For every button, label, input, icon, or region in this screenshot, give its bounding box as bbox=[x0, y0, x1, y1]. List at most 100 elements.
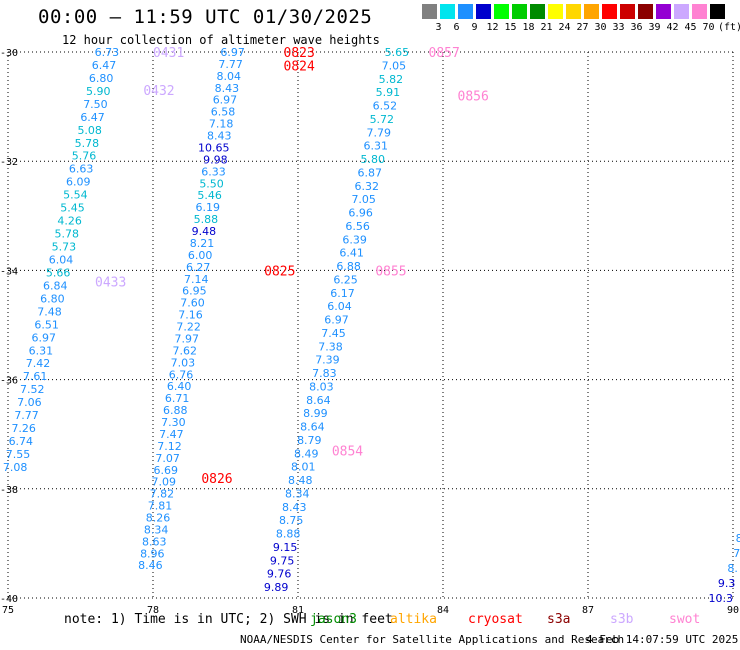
wave-height-point: 6.31 bbox=[29, 344, 54, 357]
wave-height-point: 6.39 bbox=[342, 233, 367, 246]
legend-swatch bbox=[512, 4, 527, 19]
legend-swatch bbox=[584, 4, 599, 19]
x-tick-label: 75 bbox=[2, 605, 14, 616]
wave-height-point: 7.47 bbox=[159, 428, 184, 441]
wave-height-point: 9.98 bbox=[203, 153, 228, 166]
wave-height-point: 6.40 bbox=[167, 380, 192, 393]
footer-timestamp: 4 Feb 14:07:59 UTC 2025 bbox=[586, 633, 739, 646]
legend-swatch-label: 3 bbox=[435, 22, 442, 33]
legend-swatch-label: 27 bbox=[576, 22, 589, 33]
wave-height-point: 7.03 bbox=[171, 356, 196, 369]
wave-height-point: 7.82 bbox=[150, 488, 175, 501]
pass-time-label: 0431 bbox=[153, 46, 184, 61]
wave-height-point: 6.17 bbox=[330, 287, 355, 300]
y-tick-label: -32 bbox=[0, 157, 18, 168]
y-tick-label: -38 bbox=[0, 485, 18, 496]
pass-time-label: 0856 bbox=[458, 90, 489, 105]
wave-height-point: 7.06 bbox=[17, 396, 42, 409]
wave-height-point: 9.75 bbox=[270, 554, 295, 567]
wave-height-point: 6.97 bbox=[220, 46, 245, 59]
wave-height-point: 7.12 bbox=[157, 440, 182, 453]
wave-height-point: 8.64 bbox=[300, 421, 325, 434]
wave-height-point: 8.01 bbox=[291, 461, 316, 474]
wave-height-point: 9.89 bbox=[264, 581, 289, 594]
wave-height-point: 6.33 bbox=[201, 165, 226, 178]
wave-height-point: 8.88 bbox=[276, 528, 301, 541]
legend-swatch-label: 36 bbox=[630, 22, 643, 33]
wave-height-point: 6.80 bbox=[89, 72, 114, 85]
wave-height-point: 4.26 bbox=[57, 215, 82, 228]
wave-height-point: 6.88 bbox=[163, 404, 188, 417]
pass-time-label: 0825 bbox=[264, 264, 295, 279]
wave-height-point: 7.14 bbox=[184, 273, 209, 286]
wave-height-point: 5.80 bbox=[361, 153, 386, 166]
wave-height-point: 6.97 bbox=[324, 314, 349, 327]
wave-height-point: 8.46 bbox=[138, 559, 163, 572]
wave-height-point: 6.41 bbox=[339, 247, 364, 260]
wave-height-point: 6.69 bbox=[153, 464, 178, 477]
legend-swatch-label: 24 bbox=[558, 22, 571, 33]
wave-height-point: 6.95 bbox=[182, 285, 207, 298]
wave-height-point: 5.66 bbox=[46, 266, 71, 279]
pass-time-label: 0823 bbox=[284, 46, 315, 61]
wave-height-point: 5.90 bbox=[86, 85, 111, 98]
chart-subtitle: 12 hour collection of altimeter wave hei… bbox=[62, 33, 380, 47]
legend-swatch bbox=[458, 4, 473, 19]
legend-swatch bbox=[530, 4, 545, 19]
wave-height-point: 6.32 bbox=[354, 180, 379, 193]
wave-height-point: 10.3 bbox=[709, 592, 734, 605]
pass-time-label: 0433 bbox=[95, 275, 126, 290]
wave-height-point: 8. bbox=[727, 562, 738, 575]
wave-height-point: 8.49 bbox=[294, 447, 319, 460]
wave-height-point: 5.72 bbox=[370, 113, 395, 126]
pass-time-label: 0432 bbox=[143, 84, 174, 99]
wave-height-point: 8.26 bbox=[146, 511, 171, 524]
wave-height-point: 8.21 bbox=[190, 237, 215, 250]
wave-height-point: 7.39 bbox=[315, 354, 340, 367]
wave-height-point: 6.74 bbox=[9, 435, 34, 448]
wave-height-point: 6.97 bbox=[213, 94, 238, 107]
wave-height-point: 6.88 bbox=[336, 260, 361, 273]
wave-height-point: 5.91 bbox=[376, 86, 401, 99]
wave-height-point: 7.08 bbox=[3, 461, 28, 474]
x-tick-label: 81 bbox=[292, 605, 304, 616]
wave-height-point: 7.62 bbox=[173, 344, 198, 357]
wave-height-point: 6.56 bbox=[345, 220, 370, 233]
wave-height-point: 7.48 bbox=[37, 305, 62, 318]
wave-height-point: 8.43 bbox=[282, 501, 307, 514]
legend-swatch-label: 42 bbox=[666, 22, 679, 33]
wave-height-point: 6.19 bbox=[195, 201, 220, 214]
wave-height-point: 5.82 bbox=[379, 73, 404, 86]
wave-height-point: 7.26 bbox=[11, 422, 36, 435]
y-tick-label: -34 bbox=[0, 266, 18, 277]
footer-credit: NOAA/NESDIS Center for Satellite Applica… bbox=[240, 633, 625, 646]
wave-height-point: 7.07 bbox=[155, 452, 180, 465]
wave-height-point: 6.47 bbox=[80, 111, 105, 124]
legend-swatch-label: 45 bbox=[684, 22, 697, 33]
wave-height-point: 7.97 bbox=[174, 332, 199, 345]
wave-height-point: 6.27 bbox=[186, 261, 211, 274]
legend-swatch bbox=[674, 4, 689, 19]
wave-height-point: 7.83 bbox=[312, 367, 337, 380]
wave-height-point: 7.42 bbox=[26, 357, 51, 370]
wave-height-point: 8.79 bbox=[297, 434, 322, 447]
legend-swatch bbox=[656, 4, 671, 19]
legend-swatch bbox=[494, 4, 509, 19]
legend-swatch bbox=[422, 4, 437, 19]
wave-height-point: 5.76 bbox=[72, 150, 97, 163]
legend-swatch-label: 33 bbox=[612, 22, 625, 33]
legend-swatch-label: 9 bbox=[471, 22, 478, 33]
wave-height-point: 8.64 bbox=[306, 394, 331, 407]
pass-time-label: 0857 bbox=[429, 46, 460, 61]
x-tick-label: 84 bbox=[437, 605, 449, 616]
wave-height-point: 7.38 bbox=[318, 340, 343, 353]
wave-height-point: 7.60 bbox=[180, 297, 205, 310]
wave-height-point: 6.00 bbox=[188, 249, 213, 262]
legend-swatch bbox=[440, 4, 455, 19]
wave-height-point: 6.52 bbox=[373, 100, 398, 113]
wave-height-point: 8 bbox=[736, 532, 740, 545]
legend-swatch-label: 6 bbox=[453, 22, 460, 33]
satellite-legend-item: swot bbox=[669, 612, 701, 627]
wave-height-point: 6.58 bbox=[211, 106, 236, 119]
